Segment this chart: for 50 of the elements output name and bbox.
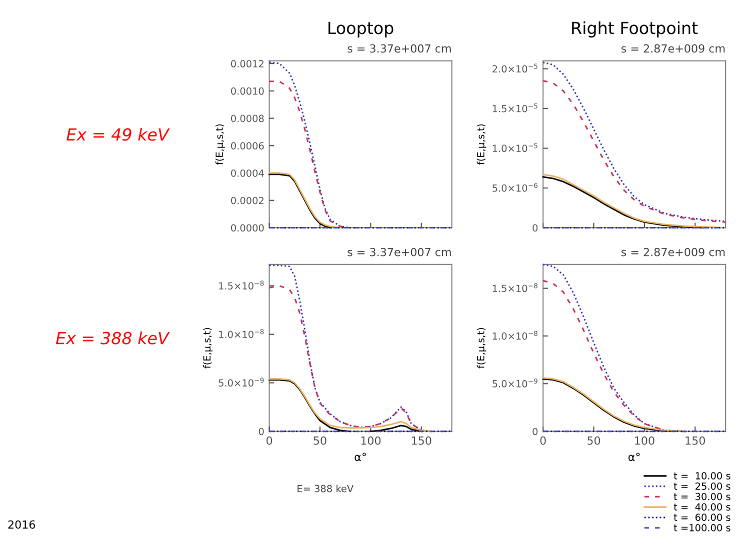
y-axis-title: f(E,μ,s,t) — [476, 328, 486, 368]
y-tick-label: 0.0012 — [231, 60, 264, 68]
text: 2016 — [8, 520, 36, 529]
legend-label: t = 30.00 s — [674, 492, 730, 500]
x-axis-title: α° — [354, 452, 366, 462]
y-tick-label: 2.0×10$^{−5}$ — [492, 64, 538, 73]
y-tick-label: 0 — [532, 428, 538, 436]
y-tick-label: 0 — [258, 428, 264, 436]
y-tick-label: 1.0×10$^{−5}$ — [492, 143, 538, 152]
x-tick-label: 100 — [361, 436, 381, 445]
x-tick-label: 50 — [314, 436, 326, 445]
y-axis-title: f(E,μ,s,t) — [476, 124, 486, 165]
y-tick-label: 5.0×10$^{−9}$ — [492, 378, 538, 388]
y-tick-label: 1.5×10$^{−8}$ — [492, 283, 538, 292]
y-tick-label: 1.5×10$^{−5}$ — [492, 103, 538, 112]
y-tick-label: 0.0000 — [231, 224, 264, 232]
chart-subtitle: s = 3.37e+007 cm — [348, 44, 451, 53]
x-tick-label: 0 — [540, 436, 546, 445]
text: E= 388 keV — [298, 484, 354, 492]
legend-label: t = 60.00 s — [674, 514, 730, 521]
y-tick-label: 0.0008 — [231, 114, 264, 122]
x-tick-label: 0 — [266, 436, 272, 445]
y-tick-label: 0.0002 — [231, 196, 264, 204]
y-tick-label: 1.5×10$^{−8}$ — [219, 280, 264, 290]
y-tick-label: 0 — [532, 224, 538, 232]
x-axis-title: α° — [628, 452, 640, 462]
chart-title: s = 3.37e+007 cm — [348, 248, 451, 256]
y-tick-label: 1.0×10$^{−8}$ — [492, 330, 538, 340]
y-tick-label: 0.0004 — [231, 169, 264, 177]
y-axis-title: f(E,μ,s,t) — [215, 124, 225, 165]
legend-label: t = 10.00 s — [674, 472, 730, 480]
legend-label: t = 40.00 s — [674, 503, 730, 511]
chart-title: s = 2.87e+009 cm — [621, 248, 725, 256]
chart-subtitle: s = 2.87e+009 cm — [621, 44, 725, 53]
text: Ex = 388 keV — [56, 331, 170, 344]
chart-title: Looptop — [328, 22, 394, 38]
y-tick-label: 0.0006 — [231, 142, 264, 150]
y-tick-label: 5.0×10$^{−6}$ — [492, 182, 538, 192]
y-axis-title: f(E,μ,s,t) — [203, 328, 212, 368]
y-tick-label: 5.0×10$^{−9}$ — [218, 378, 264, 387]
chart-title: Right Footpoint — [572, 21, 698, 38]
legend-label: t = 25.00 s — [674, 482, 730, 490]
x-tick-label: 150 — [686, 436, 706, 445]
y-tick-label: 0.0010 — [231, 87, 264, 95]
text: Ex = 49 keV — [66, 128, 170, 141]
x-tick-label: 50 — [588, 436, 600, 445]
x-tick-label: 100 — [635, 436, 654, 445]
y-tick-label: 1.0×10$^{−8}$ — [219, 329, 264, 338]
legend-label: t =100.00 s — [674, 524, 730, 532]
x-tick-label: 150 — [412, 436, 432, 445]
